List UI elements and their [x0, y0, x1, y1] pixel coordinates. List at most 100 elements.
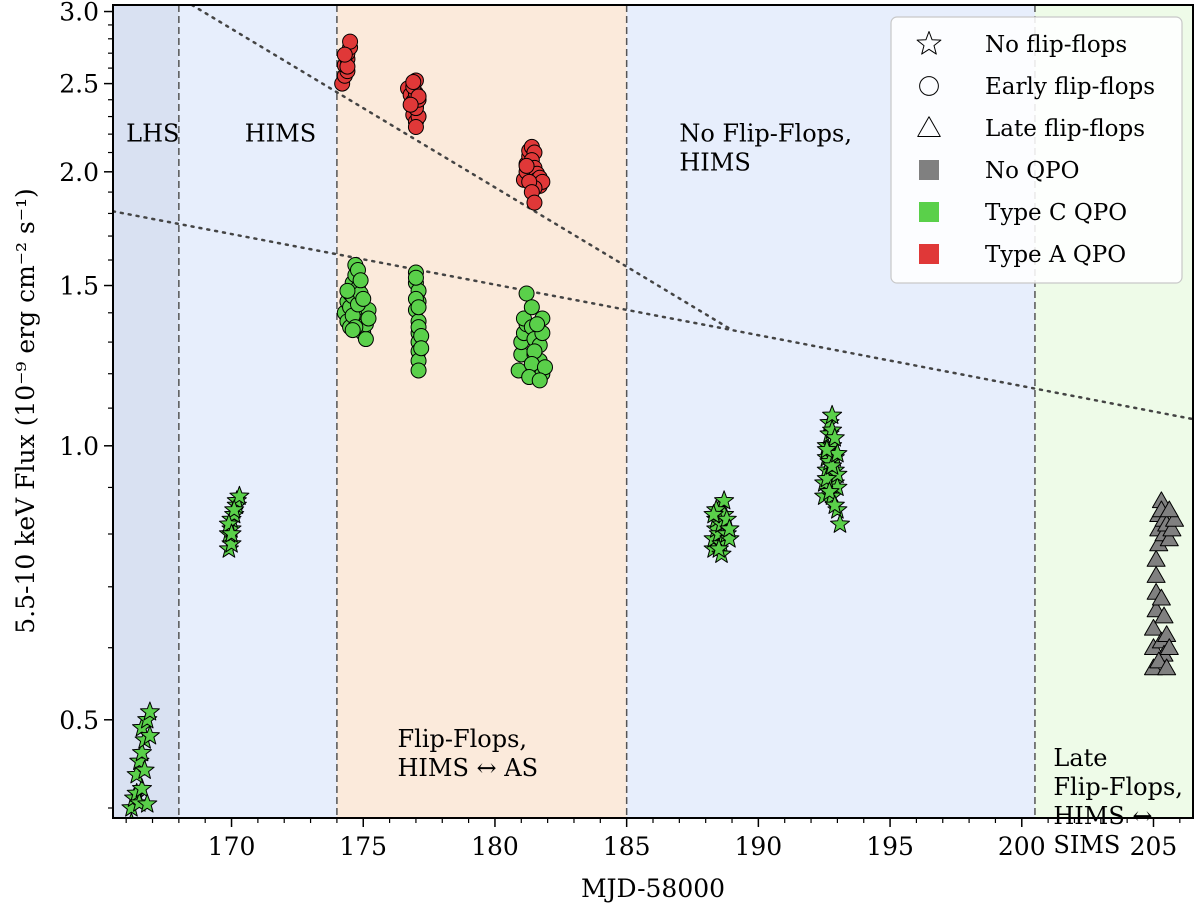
x-tick-label-0: 170: [208, 832, 256, 861]
x-axis-title: MJD-58000: [581, 874, 725, 903]
legend-marker-2: [917, 116, 941, 137]
point-s0-14: [146, 817, 148, 818]
point-s10-17: [1165, 509, 1185, 527]
y-tick-label-2: 1.5: [59, 272, 99, 301]
y-tick-label-4: 2.5: [59, 70, 99, 99]
y-tick-label-5: 3.0: [59, 0, 99, 27]
point-s10-23: [1159, 638, 1179, 655]
point-s1-9: [224, 499, 245, 519]
legend-label-1: Early flip-flops: [985, 74, 1155, 100]
point-s5-9: [336, 46, 353, 63]
point-s9-21: [822, 455, 843, 475]
point-s9-7: [822, 404, 843, 424]
point-s6-14: [402, 96, 419, 113]
region-label-2-1: HIMS ↔ AS: [397, 754, 538, 782]
point-s9-23: [819, 481, 840, 501]
point-s0-5: [132, 778, 152, 798]
point-s8-11: [719, 528, 740, 548]
point-s10-24: [1154, 606, 1174, 624]
point-s1-8: [229, 485, 250, 505]
trend-line-0: [190, 5, 734, 332]
point-s4-23: [531, 372, 548, 389]
point-s7-18: [518, 157, 535, 174]
point-s2-14: [357, 331, 374, 348]
point-s10-15: [1159, 529, 1179, 547]
point-s4-6: [518, 285, 535, 302]
point-s4-19: [523, 355, 540, 372]
x-tick-label-1: 175: [339, 832, 387, 861]
point-s0-0: [129, 812, 134, 818]
point-s10-21: [1157, 625, 1177, 643]
point-s0-18: [139, 725, 160, 745]
point-s9-19: [816, 468, 837, 488]
point-s8-15: [716, 509, 737, 528]
x-axis: 170 175 180 185 190 195 200 205: [125, 818, 1181, 861]
point-s10-25: [1151, 588, 1171, 606]
point-s2-24: [339, 282, 356, 299]
point-s8-9: [714, 490, 735, 510]
point-s2-26: [352, 272, 369, 289]
legend-marker-5: [919, 244, 939, 264]
point-s4-20: [529, 316, 546, 333]
x-tick-label-4: 190: [735, 832, 783, 861]
y-tick-label-3: 2.0: [59, 158, 99, 187]
trend-line-1: [113, 210, 1193, 421]
point-s10-26: [1157, 658, 1177, 676]
y-tick-label-0: 0.5: [59, 706, 99, 735]
region-2: [336, 5, 627, 818]
point-s0-17: [135, 845, 154, 863]
region-label-1-0: HIMS: [245, 119, 316, 147]
point-s10-6: [1146, 550, 1166, 567]
point-s6-15: [407, 119, 424, 136]
legend-marker-4: [919, 202, 939, 222]
region-0: [113, 5, 179, 818]
region-label-3-0: No Flip-Flops,: [679, 119, 852, 147]
point-s9-18: [824, 427, 845, 447]
region-label-0-0: LHS: [126, 119, 179, 147]
x-tick-label-7: 205: [1130, 832, 1178, 861]
region-1: [178, 5, 337, 818]
point-s10-22: [1149, 651, 1169, 669]
point-s10-5: [1146, 566, 1166, 583]
legend-label-5: Type A QPO: [985, 242, 1126, 268]
x-tick-label-2: 180: [471, 832, 519, 861]
legend-marker-0: [916, 31, 942, 55]
point-s1-10: [218, 513, 239, 533]
point-s2-17: [360, 310, 377, 327]
point-s0-12: [139, 701, 160, 721]
point-s3-14: [413, 340, 430, 357]
legend-marker-3: [919, 160, 939, 180]
point-s1-11: [221, 523, 242, 543]
point-s0-8: [132, 742, 152, 762]
point-s0-15: [137, 793, 158, 813]
point-s3-16: [410, 299, 427, 316]
x-tick-label-3: 185: [603, 832, 651, 861]
point-s7-17: [526, 194, 543, 211]
trend-lines: [113, 5, 1193, 421]
y-axis-title: 5.5-10 keV Flux (10⁻⁹ erg cm⁻² s⁻¹): [11, 188, 40, 634]
legend: No flip-flops Early flip-flops Late flip-f…: [890, 16, 1183, 284]
y-axis: 0.5 1.0 1.5 2.0 2.5 3.0: [59, 0, 113, 809]
y-tick-label-1: 1.0: [59, 432, 99, 461]
point-s2-27: [344, 322, 361, 339]
point-s2-23: [355, 290, 372, 307]
region-label-4-0: Late: [1053, 744, 1107, 772]
region-label-4-1: Flip-Flops,: [1053, 773, 1183, 801]
point-s9-25: [816, 439, 837, 459]
point-s4-7: [523, 299, 540, 316]
point-s10-18: [1159, 500, 1179, 518]
region-label-2-0: Flip-Flops,: [397, 725, 527, 753]
point-s0-13: [134, 759, 155, 779]
region-label-4-2: HIMS ↔: [1053, 802, 1152, 830]
legend-label-4: Type C QPO: [985, 200, 1127, 226]
point-s3-10: [410, 362, 427, 379]
x-tick-label-5: 195: [866, 832, 914, 861]
point-s8-16: [703, 504, 724, 524]
legend-box: [890, 16, 1183, 284]
legend-label-0: No flip-flops: [985, 32, 1127, 58]
legend-label-2: Late flip-flops: [985, 116, 1145, 142]
legend-label-3: No QPO: [985, 158, 1079, 184]
region-label-4-3: SIMS: [1053, 831, 1120, 859]
region-label-3-1: HIMS: [679, 148, 750, 176]
